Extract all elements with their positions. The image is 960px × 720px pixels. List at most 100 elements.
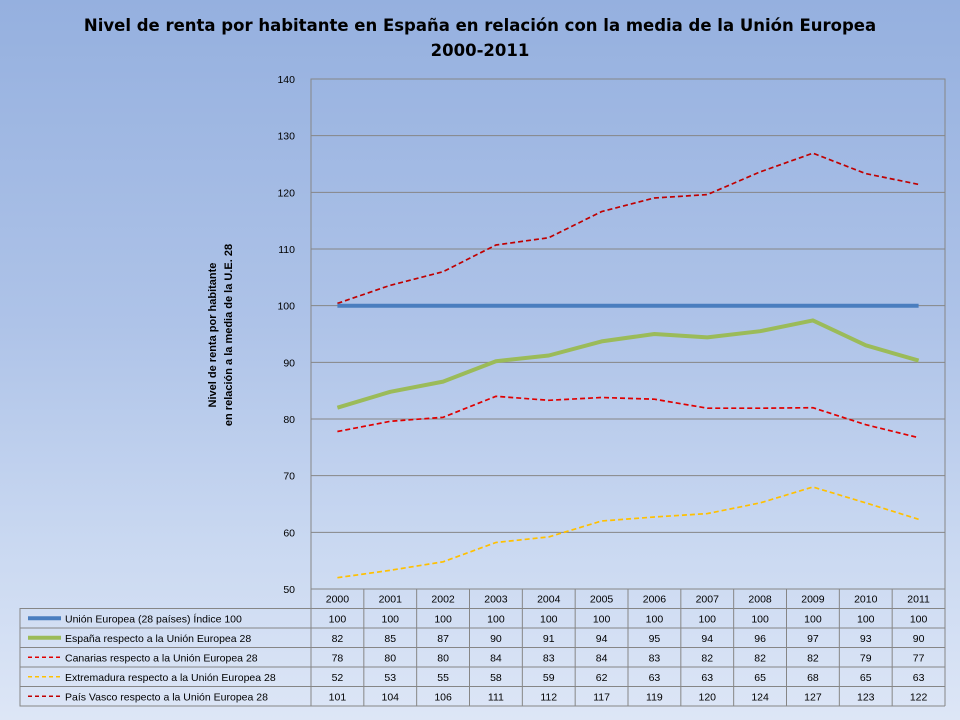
y-tick-label: 80: [283, 414, 295, 426]
x-category-label: 2002: [431, 594, 455, 606]
y-tick-label: 90: [283, 357, 295, 369]
table-value: 95: [649, 633, 661, 645]
table-value: 100: [698, 613, 716, 625]
table-value: 58: [490, 672, 502, 684]
table-value: 96: [754, 633, 766, 645]
table-value: 84: [596, 652, 608, 664]
table-value: 82: [807, 652, 819, 664]
table-value: 65: [860, 672, 872, 684]
y-tick-label: 130: [277, 131, 295, 143]
chart-title: Nivel de renta por habitante en España e…: [84, 16, 876, 35]
x-category-label: 2009: [801, 594, 825, 606]
table-value: 80: [437, 652, 449, 664]
y-axis-title-line1: Nivel de renta por habitante: [207, 263, 219, 408]
chart-subtitle: 2000-2011: [431, 41, 530, 60]
table-value: 82: [754, 652, 766, 664]
table-value: 100: [487, 613, 505, 625]
table-value: 100: [804, 613, 822, 625]
x-category-label: 2001: [379, 594, 403, 606]
table-value: 117: [593, 691, 610, 703]
table-value: 100: [593, 613, 611, 625]
y-axis-title: Nivel de renta por habitante en relación…: [207, 244, 235, 426]
table-value: 101: [329, 691, 347, 703]
table-value: 85: [384, 633, 396, 645]
y-tick-label: 50: [283, 584, 295, 596]
table-value: 63: [913, 672, 925, 684]
series-lines: [336, 152, 920, 579]
table-value: 90: [490, 633, 502, 645]
table-value: 77: [913, 652, 925, 664]
x-category-label: 2007: [696, 594, 720, 606]
table-value: 104: [381, 691, 399, 703]
table-value: 84: [490, 652, 502, 664]
table-value: 53: [384, 672, 396, 684]
y-tick-label: 100: [277, 301, 295, 313]
table-value: 83: [543, 652, 555, 664]
table-value: 123: [857, 691, 875, 703]
table-value: 79: [860, 652, 872, 664]
table-value: 68: [807, 672, 819, 684]
x-category-label: 2010: [854, 594, 878, 606]
series-line: [337, 395, 919, 439]
legend-label: Extremadura respecto a la Unión Europea …: [65, 672, 276, 684]
series-line: [336, 318, 920, 410]
table-value: 82: [332, 633, 344, 645]
legend-label: Unión Europea (28 países) Índice 100: [65, 612, 242, 625]
table-value: 63: [649, 672, 661, 684]
y-tick-label: 60: [283, 527, 295, 539]
x-category-label: 2004: [537, 594, 561, 606]
table-value: 90: [913, 633, 925, 645]
table-value: 52: [332, 672, 344, 684]
table-value: 100: [434, 613, 452, 625]
table-value: 94: [701, 633, 713, 645]
series-line: [337, 486, 919, 579]
table-value: 97: [807, 633, 819, 645]
x-category-label: 2006: [643, 594, 667, 606]
table-value: 100: [910, 613, 928, 625]
table-value: 120: [698, 691, 716, 703]
table-value: 112: [540, 691, 557, 703]
x-category-label: 2011: [907, 594, 930, 606]
table-value: 100: [329, 613, 347, 625]
table-value: 59: [543, 672, 555, 684]
table-value: 87: [437, 633, 449, 645]
y-tick-label: 70: [283, 471, 295, 483]
plot-area-border: [310, 78, 946, 590]
table-value: 100: [646, 613, 664, 625]
x-category-label: 2000: [326, 594, 350, 606]
table-value: 63: [701, 672, 713, 684]
x-category-label: 2008: [748, 594, 772, 606]
y-axis-title-line2: en relación a la media de la U.E. 28: [223, 244, 235, 426]
series-line: [337, 152, 919, 305]
table-value: 106: [434, 691, 452, 703]
data-table: 2000 2001 2002 2003 2004 2005 2006 2007 2008 2009…: [19, 589, 946, 707]
table-value: 83: [649, 652, 661, 664]
table-value: 80: [384, 652, 396, 664]
table-value: 124: [751, 691, 769, 703]
table-value: 119: [646, 691, 663, 703]
table-value: 100: [381, 613, 399, 625]
y-tick-label: 120: [277, 187, 295, 199]
y-axis-ticks: 50 60 70 80 90 100 110 120 130 140: [277, 74, 295, 596]
table-value: 94: [596, 633, 608, 645]
table-value: 100: [857, 613, 875, 625]
table-value: 93: [860, 633, 872, 645]
table-value: 82: [701, 652, 713, 664]
table-value: 55: [437, 672, 449, 684]
legend-label: País Vasco respecto a la Unión Europea 2…: [65, 691, 268, 703]
x-category-label: 2003: [484, 594, 508, 606]
table-value: 122: [910, 691, 928, 703]
table-value: 100: [751, 613, 769, 625]
table-value: 127: [804, 691, 822, 703]
y-tick-label: 110: [278, 244, 295, 256]
legend-label: Canarias respecto a la Unión Europea 28: [65, 652, 258, 664]
table-value: 62: [596, 672, 608, 684]
table-value: 65: [754, 672, 766, 684]
gridlines: [311, 135, 945, 533]
y-tick-label: 140: [277, 74, 295, 86]
x-category-label: 2005: [590, 594, 614, 606]
legend-label: España respecto a la Unión Europea 28: [65, 633, 251, 645]
table-value: 91: [543, 633, 555, 645]
table-value: 100: [540, 613, 558, 625]
